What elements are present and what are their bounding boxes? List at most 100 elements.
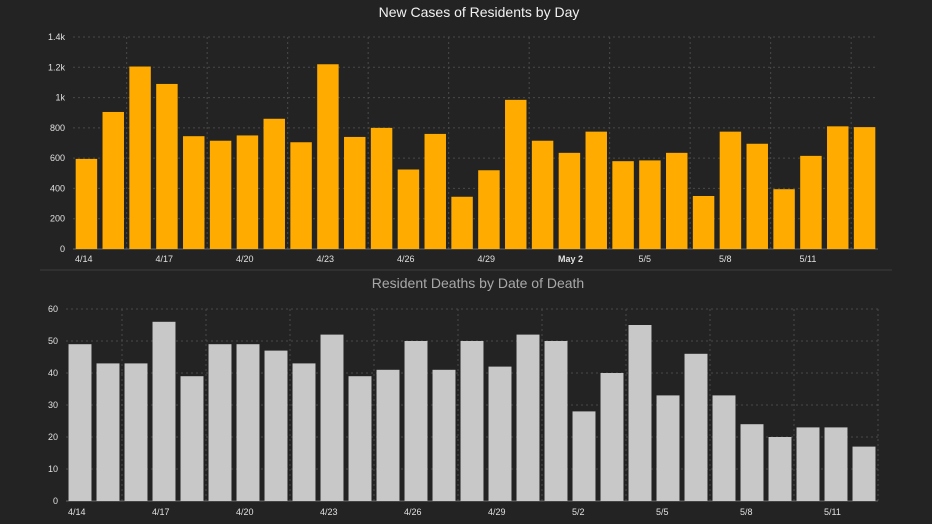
deaths-bar[interactable] [404, 341, 428, 501]
deaths-x-tick-label: 4/20 [236, 507, 254, 517]
cases-bar[interactable] [585, 131, 607, 249]
deaths-bar[interactable] [460, 341, 484, 501]
deaths-bar[interactable] [572, 411, 596, 501]
deaths-bar[interactable] [852, 446, 876, 501]
cases-bar[interactable] [156, 83, 178, 249]
cases-bar[interactable] [344, 136, 366, 249]
deaths-y-tick-label: 60 [48, 304, 58, 314]
deaths-bars [68, 321, 876, 501]
deaths-bar[interactable] [768, 437, 792, 501]
cases-bar[interactable] [102, 111, 124, 249]
deaths-y-ticks: 0 10 20 30 40 50 60 [48, 304, 58, 506]
cases-x-tick-label: 4/29 [478, 254, 496, 264]
deaths-y-tick-label: 20 [48, 432, 58, 442]
cases-gridlines [73, 36, 878, 250]
chart-title-deaths: Resident Deaths by Date of Death [372, 275, 584, 291]
deaths-bar[interactable] [488, 366, 512, 501]
cases-x-tick-label: 4/17 [156, 254, 174, 264]
cases-y-tick-label: 800 [50, 123, 65, 133]
cases-bar[interactable] [612, 161, 634, 249]
cases-bar[interactable] [558, 152, 581, 249]
cases-x-tick-label: 4/14 [75, 254, 93, 264]
cases-bar[interactable] [773, 189, 795, 249]
deaths-bar[interactable] [292, 363, 316, 501]
cases-bar[interactable] [290, 142, 312, 249]
deaths-bar[interactable] [124, 363, 148, 501]
new-cases-chart: New Cases of Residents by Day 0 200 400 600… [48, 4, 878, 264]
deaths-x-tick-label: 5/8 [740, 507, 753, 517]
cases-bar[interactable] [75, 158, 98, 249]
deaths-y-tick-label: 50 [48, 336, 58, 346]
cases-bar[interactable] [317, 64, 339, 249]
cases-bar[interactable] [183, 136, 205, 249]
cases-bar[interactable] [692, 196, 715, 249]
cases-bar[interactable] [451, 196, 473, 249]
deaths-y-tick-label: 40 [48, 368, 58, 378]
cases-y-tick-label: 1.4k [48, 32, 66, 42]
cases-bar[interactable] [531, 140, 554, 249]
deaths-bar[interactable] [96, 363, 120, 501]
cases-bar[interactable] [505, 99, 527, 249]
deaths-bar[interactable] [180, 376, 204, 501]
deaths-bar[interactable] [68, 344, 92, 501]
cases-bar[interactable] [800, 155, 822, 249]
deaths-bar[interactable] [628, 325, 652, 501]
cases-bar[interactable] [263, 118, 285, 250]
cases-y-tick-label: 1.2k [48, 62, 66, 72]
deaths-bar[interactable] [432, 369, 456, 501]
deaths-bar[interactable] [712, 395, 736, 501]
deaths-bar[interactable] [824, 427, 848, 501]
deaths-bar[interactable] [264, 350, 288, 501]
cases-y-ticks: 0 200 400 600 800 1k 1.2k 1.4k [48, 32, 66, 254]
deaths-x-tick-label: 4/29 [488, 507, 506, 517]
deaths-x-tick-label: 4/14 [68, 507, 86, 517]
cases-bar[interactable] [666, 152, 688, 249]
deaths-bar[interactable] [376, 369, 400, 501]
deaths-bar[interactable] [236, 344, 260, 501]
cases-bar[interactable] [746, 143, 768, 249]
cases-y-tick-label: 0 [60, 244, 65, 254]
cases-bars [75, 64, 876, 250]
cases-x-tick-label: 5/8 [719, 254, 732, 264]
deaths-bar[interactable] [656, 395, 680, 501]
chart-title-cases: New Cases of Residents by Day [379, 4, 580, 20]
cases-bar[interactable] [827, 126, 849, 249]
cases-x-tick-label: 4/26 [397, 254, 415, 264]
deaths-y-tick-label: 0 [53, 496, 58, 506]
resident-deaths-chart: Resident Deaths by Date of Death 0 10 20 30… [48, 275, 879, 517]
cases-bar[interactable] [129, 66, 151, 250]
deaths-bar[interactable] [320, 334, 344, 501]
cases-bar[interactable] [209, 140, 232, 249]
cases-x-tick-label: 4/23 [317, 254, 335, 264]
deaths-bar[interactable] [600, 373, 624, 501]
cases-bar[interactable] [370, 127, 393, 249]
deaths-y-tick-label: 30 [48, 400, 58, 410]
deaths-x-tick-label: 4/26 [404, 507, 422, 517]
cases-bar[interactable] [719, 131, 742, 249]
cases-bar[interactable] [424, 133, 446, 249]
deaths-bar[interactable] [152, 321, 176, 501]
deaths-x-tick-label: 4/23 [320, 507, 338, 517]
deaths-bar[interactable] [796, 427, 820, 501]
cases-x-tick-label: 4/20 [236, 254, 254, 264]
deaths-x-tick-label: 4/17 [152, 507, 170, 517]
cases-bar[interactable] [478, 170, 500, 249]
deaths-bar[interactable] [208, 344, 232, 501]
deaths-bar[interactable] [544, 341, 568, 501]
deaths-bar[interactable] [348, 376, 372, 501]
deaths-x-tick-label: 5/5 [656, 507, 669, 517]
deaths-x-tick-label: 5/11 [824, 507, 841, 517]
deaths-bar[interactable] [740, 424, 764, 501]
cases-x-ticks: 4/14 4/17 4/20 4/23 4/26 4/29 May 2 5/5 5/8 5/11 [75, 254, 816, 264]
cases-bar[interactable] [853, 127, 876, 249]
cases-x-tick-label: 5/11 [800, 254, 817, 264]
deaths-x-ticks: 4/14 4/17 4/20 4/23 4/26 4/29 5/2 5/5 5/8 5/11 [68, 507, 841, 517]
cases-bar[interactable] [639, 160, 661, 249]
deaths-y-tick-label: 10 [48, 464, 58, 474]
cases-bar[interactable] [397, 169, 420, 250]
cases-bar[interactable] [236, 135, 259, 249]
deaths-x-tick-label: 5/2 [572, 507, 585, 517]
deaths-bar[interactable] [516, 334, 540, 501]
deaths-bar[interactable] [684, 353, 708, 501]
